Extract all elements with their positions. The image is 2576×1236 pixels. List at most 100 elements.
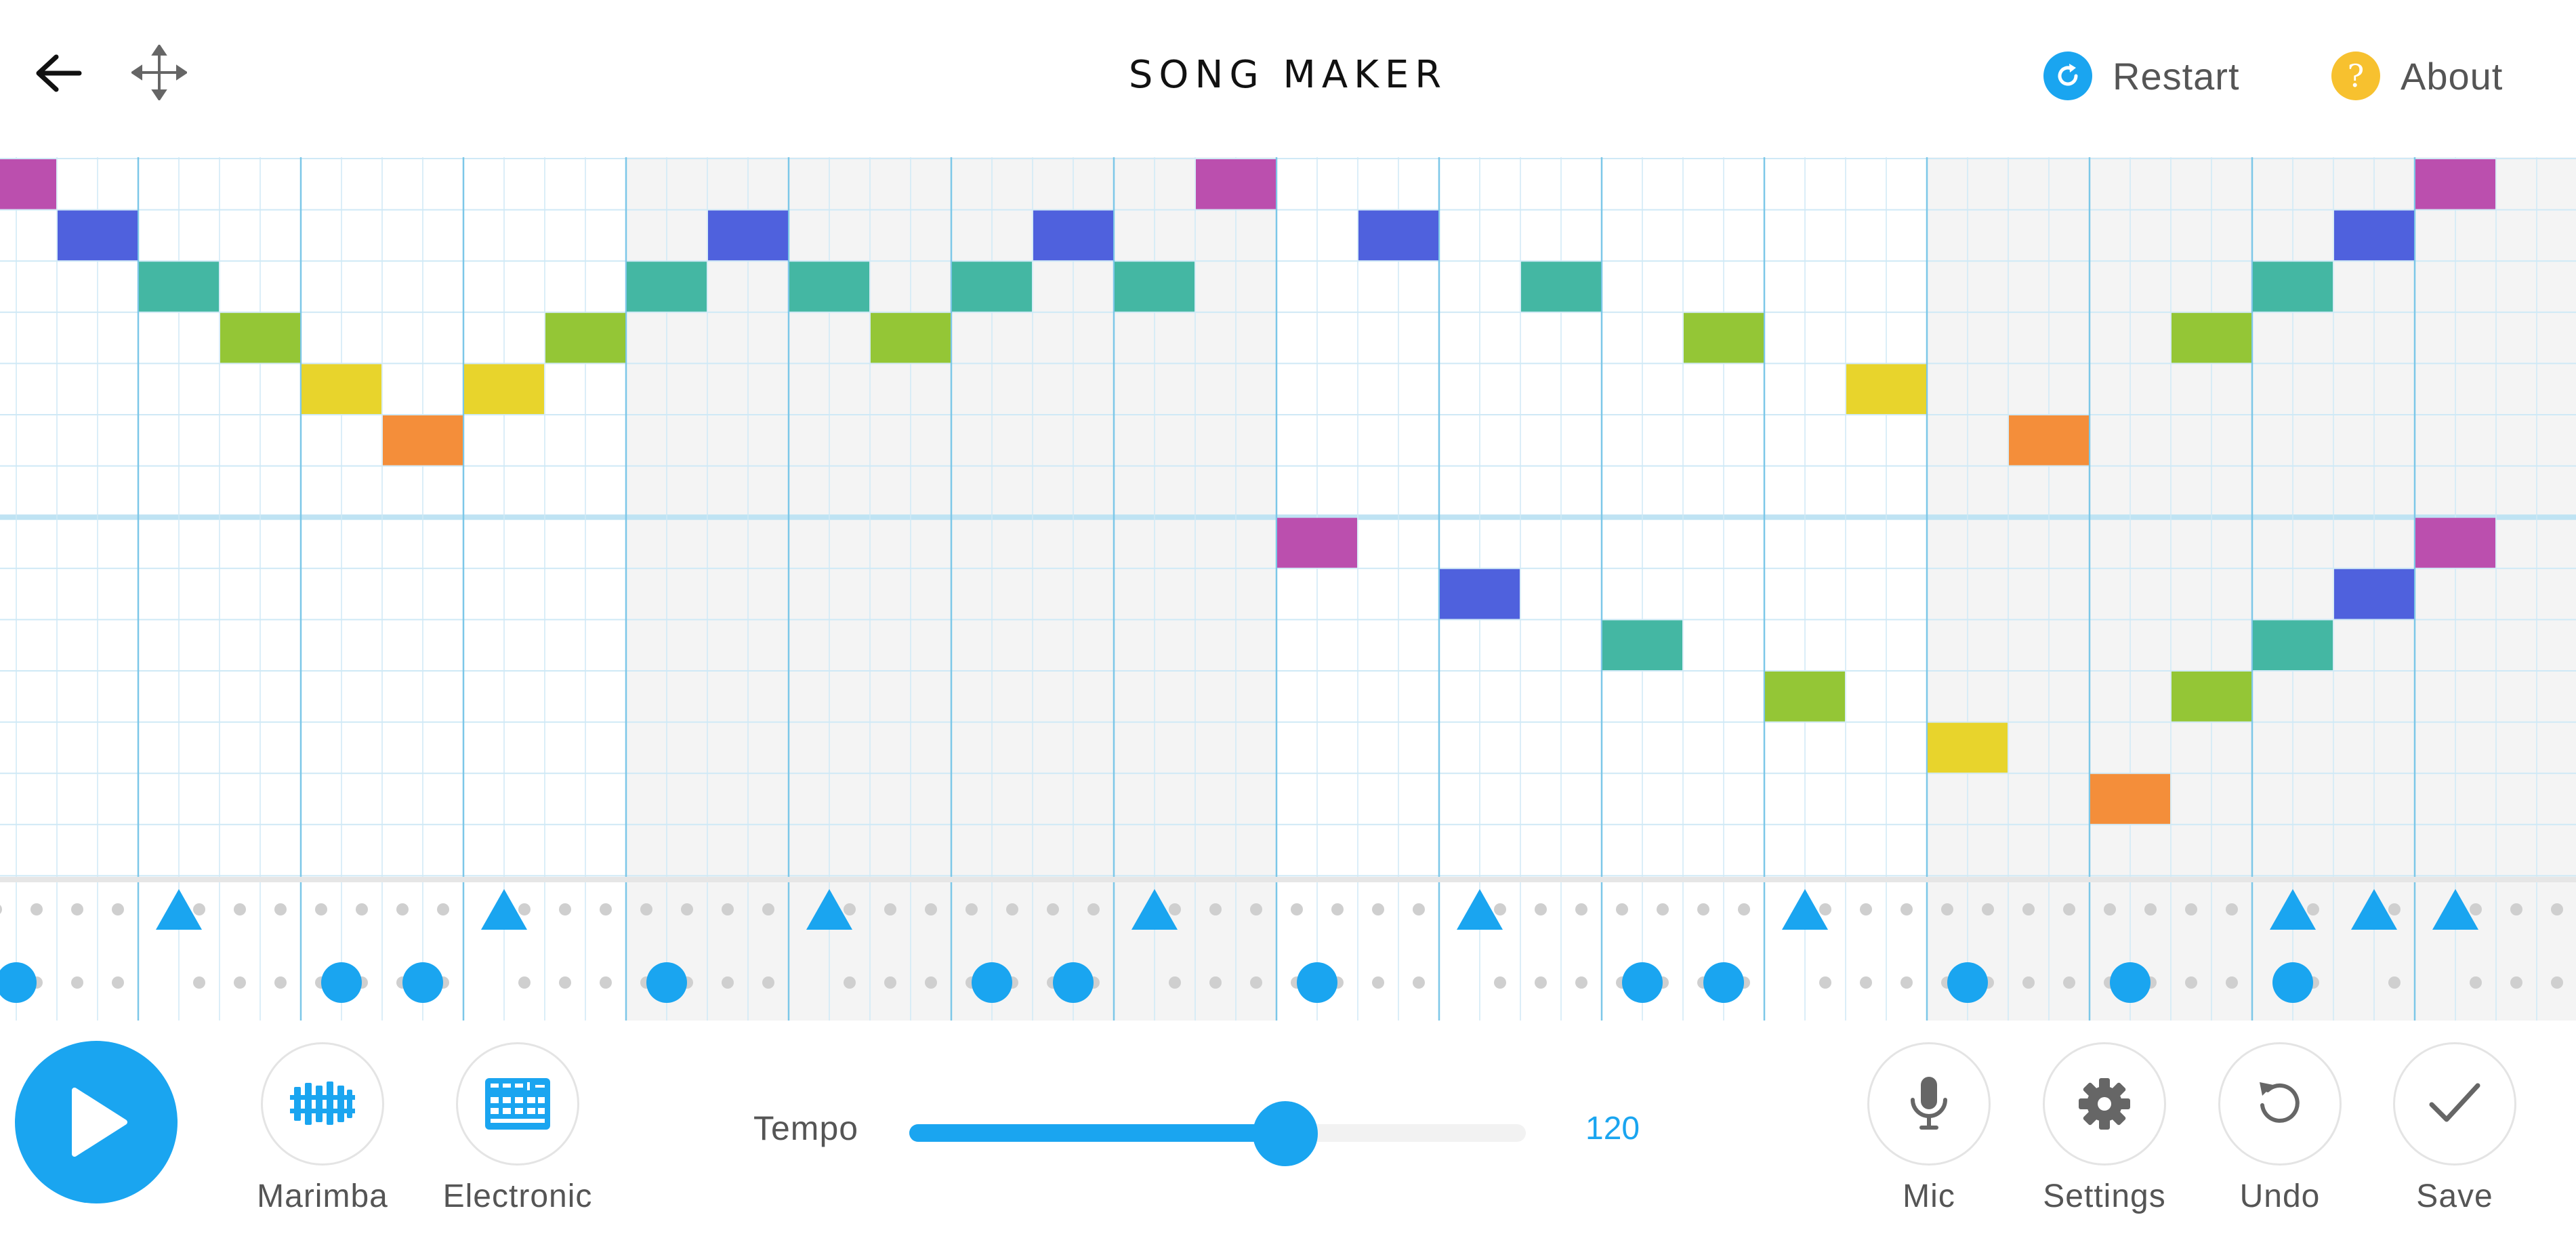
rhythm-dot [1535, 903, 1547, 915]
rhythm-dot [1900, 976, 1913, 989]
rhythm-dot [2510, 976, 2522, 989]
melody-grid[interactable] [0, 157, 2576, 877]
note-block [464, 364, 544, 414]
rhythm-circle [2110, 962, 2151, 1003]
back-button[interactable] [27, 46, 88, 100]
rhythm-dot [1291, 903, 1303, 915]
rhythm-dot [965, 903, 978, 915]
arrow-left-icon [36, 54, 82, 92]
restart-label: Restart [2113, 54, 2240, 98]
note-block [789, 262, 869, 312]
tempo-slider-fill [909, 1124, 1286, 1142]
undo-button[interactable] [2218, 1042, 2342, 1166]
note-block [1521, 262, 1601, 312]
rhythm-dot [1657, 903, 1669, 915]
rhythm-dot [71, 903, 83, 915]
rhythm-dot [640, 903, 652, 915]
gear-icon [2079, 1078, 2130, 1130]
rhythm-dot [1819, 903, 1831, 915]
rhythm-dot [274, 976, 287, 989]
rhythm-triangle [1457, 889, 1503, 930]
rhythm-dot [925, 976, 937, 989]
rhythm-dot [315, 903, 327, 915]
rhythm-triangle [806, 889, 852, 930]
rhythm-triangle [1131, 889, 1178, 930]
note-block [1765, 672, 1845, 722]
rhythm-dot [1250, 976, 1262, 989]
rhythm-dot [2226, 976, 2238, 989]
restart-button[interactable]: Restart [2043, 52, 2240, 100]
rhythm-grid[interactable] [0, 877, 2576, 1021]
rhythm-circle [402, 962, 443, 1003]
rhythm-dot [2063, 903, 2075, 915]
tempo-value: 120 [1585, 1111, 1640, 1147]
rhythm-dot [437, 903, 449, 915]
rhythm-dot [356, 903, 368, 915]
mic-label: Mic [1903, 1178, 1955, 1214]
move-arrows-icon [131, 45, 187, 100]
rhythm-dot [2388, 903, 2401, 915]
rhythm-dot [2185, 976, 2197, 989]
note-block [1358, 210, 1438, 261]
rhythm-dot [1982, 903, 1994, 915]
rhythm-dot [1169, 976, 1181, 989]
note-block [220, 312, 300, 363]
rhythm-dot [1372, 903, 1384, 915]
restart-icon [2043, 52, 2092, 100]
tempo-slider[interactable] [909, 1101, 1526, 1166]
marimba-icon [290, 1082, 355, 1125]
rhythm-dot [1413, 976, 1425, 989]
rhythm-dot [844, 903, 856, 915]
rhythm-dot [762, 903, 774, 915]
rhythm-dot [2470, 903, 2482, 915]
rhythm-dot [0, 905, 2, 914]
save-button[interactable] [2393, 1042, 2516, 1166]
note-block [1115, 262, 1194, 312]
fullscreen-button[interactable] [129, 42, 190, 103]
rhythm-dot [2226, 903, 2238, 915]
rhythm-dot [112, 903, 124, 915]
rhythm-dot [1535, 976, 1547, 989]
rhythm-dot [722, 976, 734, 989]
electronic-drum-icon [485, 1078, 550, 1130]
note-block [1846, 364, 1926, 414]
save-label: Save [2416, 1178, 2493, 1214]
rhythm-circle [0, 962, 37, 1003]
rhythm-dot [396, 903, 409, 915]
rhythm-dot [844, 976, 856, 989]
mic-button[interactable] [1867, 1042, 1991, 1166]
about-button[interactable]: ? About [2331, 52, 2503, 100]
marimba-button[interactable] [261, 1042, 384, 1166]
note-block [2090, 774, 2170, 824]
tempo-slider-thumb[interactable] [1253, 1101, 1318, 1166]
question-icon: ? [2331, 52, 2380, 100]
page-title: SONG MAKER [1128, 53, 1448, 97]
rhythm-dot [559, 903, 571, 915]
note-block [1440, 569, 1520, 619]
microphone-icon [1911, 1077, 1947, 1130]
note-block [627, 262, 707, 312]
note-block [1277, 518, 1357, 568]
play-button[interactable] [15, 1041, 178, 1203]
settings-button[interactable] [2043, 1042, 2166, 1166]
rhythm-dot [1860, 976, 1872, 989]
rhythm-circle [2272, 962, 2313, 1003]
rhythm-dot [884, 903, 896, 915]
rhythm-dot [1413, 903, 1425, 915]
about-label: About [2401, 54, 2504, 98]
rhythm-dot [762, 976, 774, 989]
note-block [2253, 620, 2333, 670]
rhythm-dot [1616, 903, 1628, 915]
rhythm-dot [274, 903, 287, 915]
rhythm-dot [518, 903, 531, 915]
note-block [1602, 620, 1682, 670]
rhythm-dot [722, 903, 734, 915]
electronic-button[interactable] [456, 1042, 579, 1166]
note-block [58, 210, 138, 261]
marimba-label: Marimba [257, 1178, 388, 1214]
rhythm-dot [1169, 903, 1181, 915]
control-bar: Marimba Electronic Tempo 120 [0, 1021, 2576, 1236]
rhythm-triangle [156, 889, 202, 930]
rhythm-triangle [2270, 889, 2316, 930]
rhythm-dot [1860, 903, 1872, 915]
